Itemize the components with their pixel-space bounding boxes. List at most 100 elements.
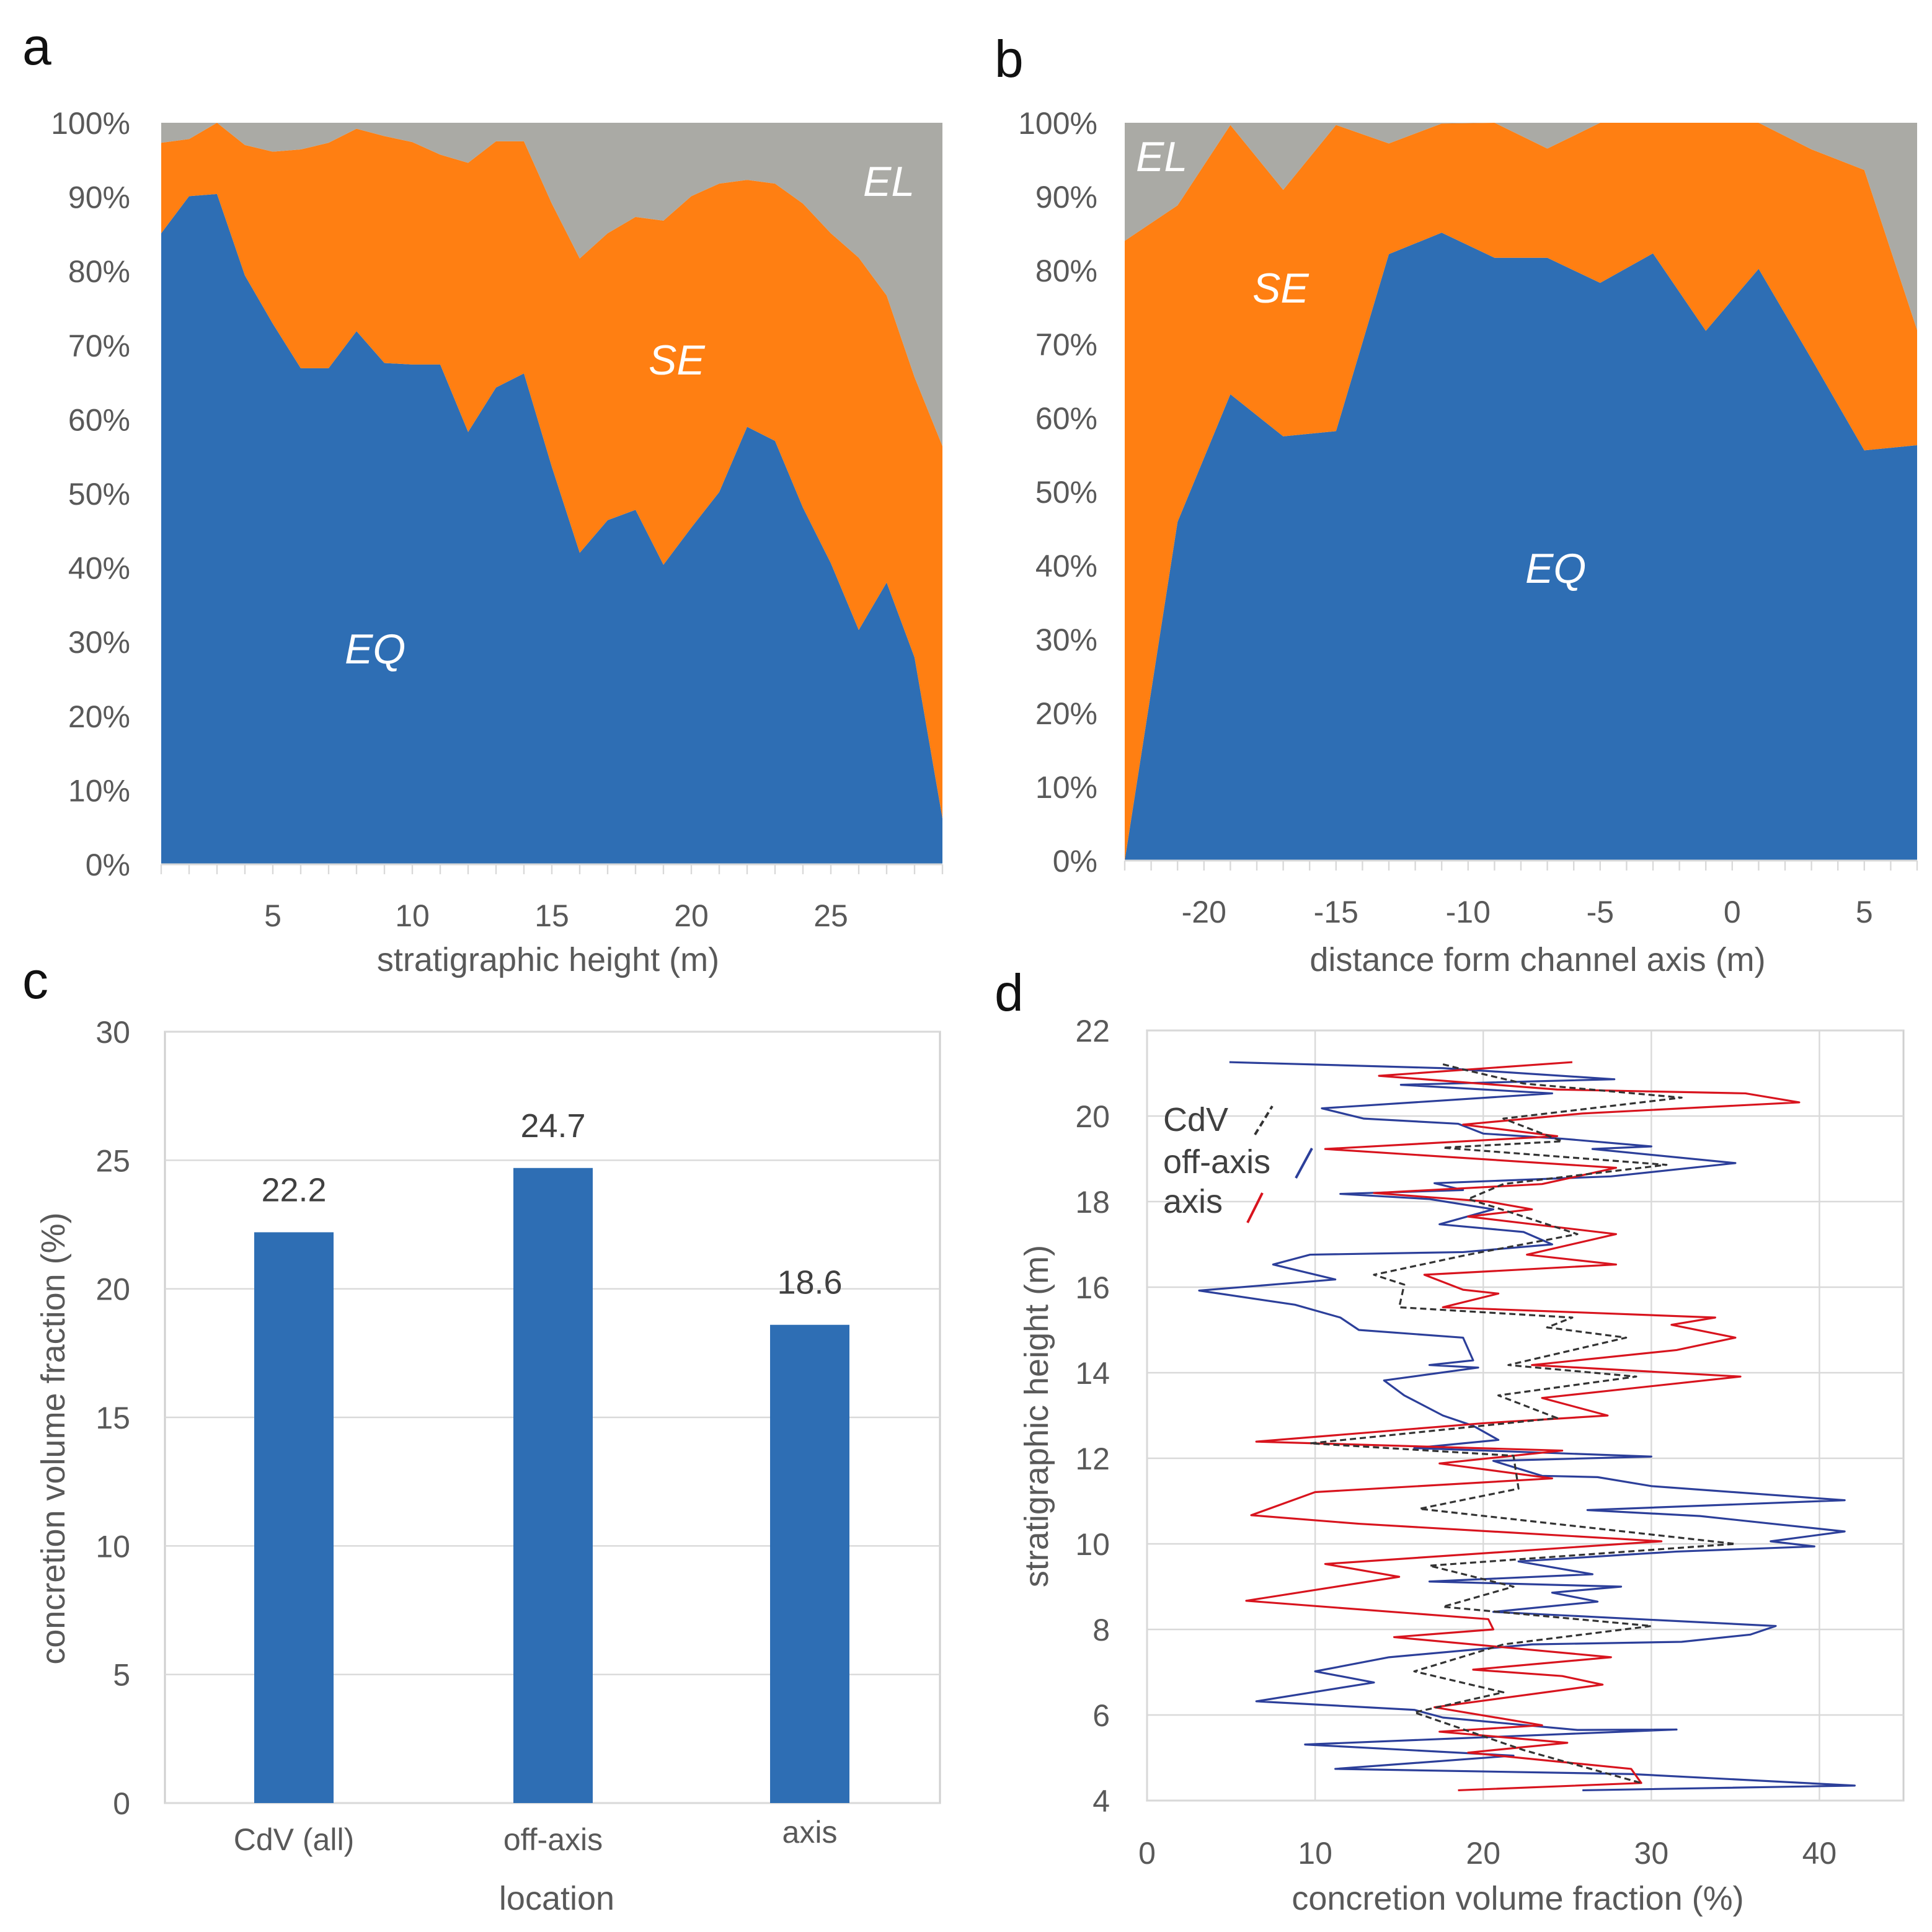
- panel-label-d: d: [995, 964, 1024, 1022]
- x-tick-label: -10: [1446, 895, 1491, 929]
- y-tick-label: 30%: [68, 625, 130, 660]
- legend-marker-cdv: [1254, 1105, 1274, 1136]
- x-tick-label: 0: [1138, 1836, 1156, 1871]
- y-tick-label: 80%: [68, 254, 130, 289]
- x-tick-label: 5: [264, 898, 281, 933]
- x-tick-label: axis: [782, 1815, 838, 1850]
- y-axis-label-c: concretion volume fraction (%): [35, 1212, 72, 1664]
- y-tick-label: 70%: [68, 329, 130, 363]
- y-tick-label: 100%: [51, 106, 130, 141]
- y-tick-label: 50%: [68, 477, 130, 512]
- bar-cdv: [254, 1232, 334, 1803]
- region-label-eq: EQ: [1525, 545, 1586, 592]
- panel-label-b: b: [995, 30, 1024, 88]
- area-eq: [1125, 233, 1917, 861]
- y-tick-label: 12: [1075, 1442, 1110, 1476]
- x-tick-label: 20: [1466, 1836, 1500, 1871]
- series-line-cdv: [1309, 1063, 1737, 1784]
- y-tick-label: 20%: [68, 699, 130, 734]
- region-label-el: EL: [1136, 133, 1187, 180]
- y-tick-label: 15: [95, 1401, 130, 1435]
- area-se: [1125, 123, 1917, 861]
- legend-label-cdv: CdV: [1163, 1101, 1228, 1138]
- x-tick-label: 10: [395, 898, 430, 933]
- region-label-se: SE: [1252, 265, 1309, 312]
- x-axis-label-d: concretion volume fraction (%): [1292, 1880, 1744, 1917]
- x-tick-label: 5: [1856, 895, 1873, 929]
- y-tick-label: 10: [1075, 1527, 1110, 1562]
- x-axis-label-b: distance form channel axis (m): [1309, 941, 1765, 978]
- y-tick-label: 40%: [68, 551, 130, 586]
- x-tick-label: CdV (all): [234, 1822, 354, 1857]
- x-tick-label: -20: [1182, 895, 1226, 929]
- y-tick-label: 0%: [86, 848, 130, 882]
- panel-label-c: c: [22, 951, 48, 1009]
- x-tick-label: 15: [534, 898, 569, 933]
- x-tick-label: 40: [1802, 1836, 1837, 1871]
- legend-label-off-axis: off-axis: [1163, 1143, 1270, 1181]
- legend-d: CdV off-axis axis: [1163, 1101, 1313, 1223]
- region-label-el: EL: [863, 158, 915, 205]
- y-tick-label: 0: [113, 1786, 130, 1821]
- area-el: [161, 123, 942, 446]
- y-tick-label: 90%: [68, 180, 130, 215]
- series-line-axis: [1245, 1061, 1801, 1792]
- y-tick-label: 60%: [68, 402, 130, 437]
- series-line-off-axis: [1198, 1061, 1856, 1792]
- y-tick-label: 5: [113, 1658, 130, 1693]
- x-tick-label: 30: [1634, 1836, 1669, 1871]
- region-label-se: SE: [649, 337, 705, 384]
- x-tick-label: -5: [1587, 895, 1614, 929]
- y-tick-label: 60%: [1035, 401, 1097, 436]
- y-tick-label: 50%: [1035, 475, 1097, 510]
- x-tick-label: off-axis: [503, 1822, 603, 1857]
- area-el: [1125, 123, 1917, 330]
- bar-value-label: 18.6: [777, 1264, 842, 1301]
- x-axis-label-c: location: [499, 1880, 614, 1917]
- legend-marker-axis: [1246, 1192, 1264, 1223]
- y-tick-label: 10: [95, 1529, 130, 1564]
- x-axis-label-a: stratigraphic height (m): [377, 941, 719, 978]
- y-tick-label: 20: [1075, 1099, 1110, 1134]
- x-tick-label: 25: [813, 898, 848, 933]
- y-tick-label: 4: [1092, 1784, 1110, 1819]
- y-tick-label: 8: [1092, 1613, 1110, 1647]
- x-tick-label: -15: [1314, 895, 1358, 929]
- y-tick-label: 0%: [1053, 844, 1097, 879]
- legend-label-axis: axis: [1163, 1183, 1223, 1220]
- y-tick-label: 80%: [1035, 254, 1097, 288]
- y-tick-label: 30: [95, 1015, 130, 1050]
- panel-label-a: a: [22, 17, 51, 76]
- y-axis-label-d: stratigraphic height (m): [1018, 1245, 1055, 1587]
- x-tick-label: 10: [1298, 1836, 1332, 1871]
- chart-d: 0 10 20 30 40 4 6 8 10 12 14 16 18 20 22: [1075, 1014, 1905, 1871]
- y-tick-label: 10%: [68, 773, 130, 808]
- y-tick-label: 20%: [1035, 696, 1097, 731]
- y-tick-label: 90%: [1035, 180, 1097, 215]
- y-tick-label: 30%: [1035, 623, 1097, 657]
- chart-a: 5 10 15 20 25 0% 10% 20% 30% 40% 50% 60% 70% 80% 90% 10…: [51, 106, 944, 933]
- y-tick-label: 100%: [1018, 106, 1097, 141]
- y-tick-label: 14: [1075, 1356, 1110, 1391]
- y-tick-label: 18: [1075, 1185, 1110, 1220]
- chart-b: -20 -15 -10 -5 0 50%10%20%30%40%50%60%70%80%9…: [1018, 106, 1918, 929]
- bar-off-axis: [513, 1168, 593, 1803]
- x-tick-label: 20: [674, 898, 709, 933]
- bar-value-label: 22.2: [261, 1171, 326, 1208]
- y-tick-label: 20: [95, 1272, 130, 1307]
- y-tick-label: 6: [1092, 1698, 1110, 1733]
- y-tick-label: 16: [1075, 1270, 1110, 1305]
- y-tick-label: 22: [1075, 1014, 1110, 1048]
- chart-c: 0 5 10 15 20 25 30 22.2 CdV (all) 24.7 off-axis 18.…: [95, 1015, 941, 1857]
- area-se: [161, 123, 942, 818]
- bar-value-label: 24.7: [520, 1107, 585, 1145]
- y-tick-label: 70%: [1035, 327, 1097, 362]
- y-tick-label: 40%: [1035, 549, 1097, 583]
- bar-axis: [770, 1324, 849, 1803]
- region-label-eq: EQ: [345, 626, 405, 673]
- y-tick-label: 10%: [1035, 770, 1097, 805]
- x-tick-label: 0: [1724, 895, 1741, 929]
- y-tick-label: 25: [95, 1143, 130, 1178]
